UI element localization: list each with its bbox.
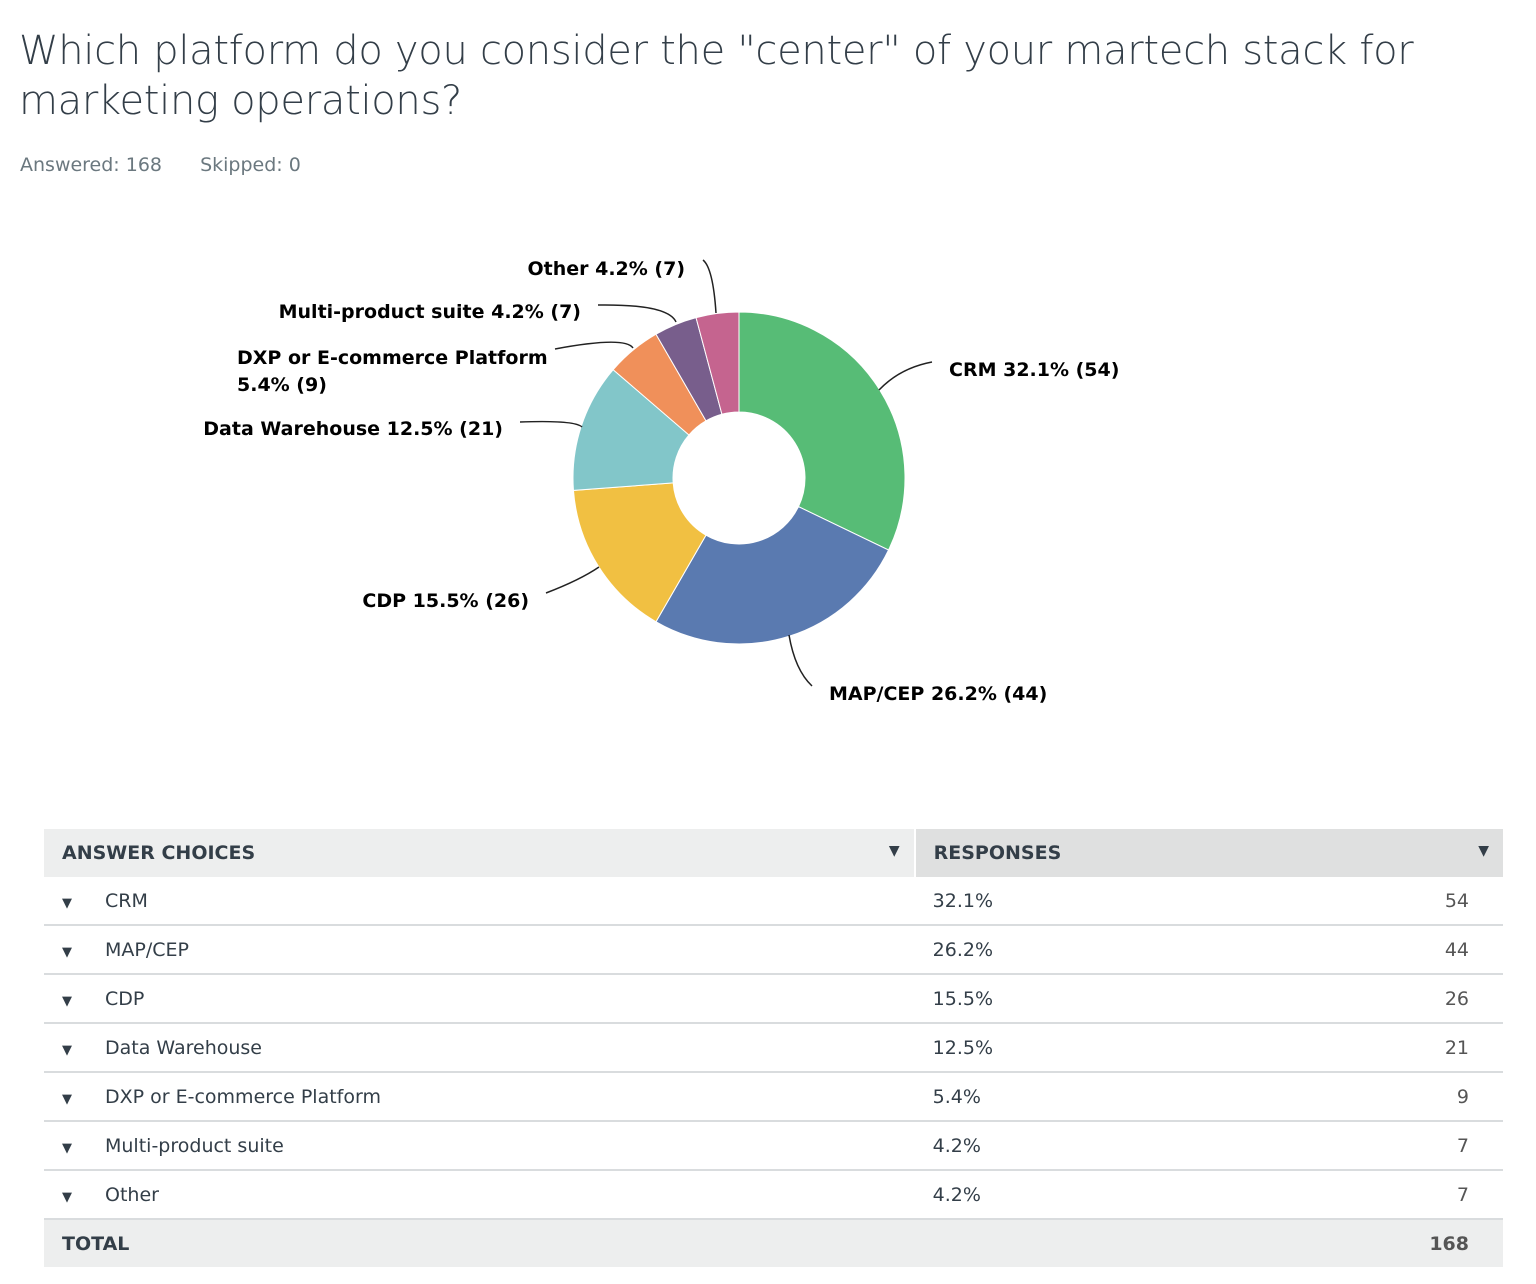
response-count: 7 [1312,1170,1503,1220]
answer-choice: Multi-product suite [105,1134,284,1157]
question-title: Which platform do you consider the "cent… [19,28,1414,124]
response-count: 9 [1312,1072,1503,1122]
slice-cdp[interactable] [572,482,707,623]
answer-choices-header[interactable]: ANSWER CHOICES ▼ [44,829,915,877]
expand-caret-icon[interactable]: ▼ [62,1140,72,1156]
slice-crm[interactable] [738,311,906,551]
leader-line [788,634,813,687]
slice-label: Data Warehouse 12.5% (21) [203,418,503,440]
responses-table: ANSWER CHOICES ▼ RESPONSES ▼ ▼ CRM 32.1% 54… [44,829,1503,1267]
response-count: 54 [1312,877,1503,926]
slice-map-cep[interactable] [655,505,890,645]
answer-choice: Other [105,1183,159,1206]
response-percent: 12.5% [914,1023,1313,1073]
skipped-count: Skipped: 0 [200,154,301,176]
slice-label: DXP or E-commerce Platform [237,347,548,369]
table-row: ▼ Data Warehouse 12.5% 21 [44,1023,1503,1073]
slice-label: CRM 32.1% (54) [949,359,1119,381]
expand-caret-icon[interactable]: ▼ [62,1189,72,1205]
expand-caret-icon[interactable]: ▼ [62,1042,72,1058]
expand-caret-icon[interactable]: ▼ [62,1091,72,1107]
slice-label: Other 4.2% (7) [527,258,685,280]
slice-label: 5.4% (9) [237,374,327,396]
total-label: TOTAL [44,1219,915,1267]
response-percent: 5.4% [914,1072,1313,1122]
response-percent: 4.2% [914,1170,1313,1220]
response-percent: 4.2% [914,1121,1313,1171]
sort-caret-icon[interactable]: ▼ [1478,843,1489,859]
expand-caret-icon[interactable]: ▼ [62,944,72,960]
response-count: 44 [1312,925,1503,975]
leader-line [519,420,583,428]
answer-choice: DXP or E-commerce Platform [105,1085,381,1108]
table-row: ▼ Multi-product suite 4.2% 7 [44,1121,1503,1171]
table-row: ▼ DXP or E-commerce Platform 5.4% 9 [44,1072,1503,1122]
leader-line [702,259,717,314]
expand-caret-icon[interactable]: ▼ [62,895,72,911]
response-percent: 26.2% [914,925,1313,975]
slice-other[interactable] [695,311,740,415]
answer-choice: MAP/CEP [105,938,189,961]
answer-choice: CRM [105,889,148,912]
slice-label: CDP 15.5% (26) [362,590,529,612]
response-percent: 15.5% [914,974,1313,1024]
table-row: ▼ Other 4.2% 7 [44,1170,1503,1220]
leader-line [554,341,634,350]
slice-label: MAP/CEP 26.2% (44) [829,683,1047,705]
leader-line [597,304,677,323]
slice-data-warehouse[interactable] [572,369,690,491]
response-count: 26 [1312,974,1503,1024]
slice-label: Multi-product suite 4.2% (7) [279,301,581,323]
table-row: ▼ CRM 32.1% 54 [44,877,1503,926]
leader-line [545,566,600,594]
sort-caret-icon[interactable]: ▼ [888,843,900,859]
total-row: TOTAL 168 [44,1219,1503,1267]
table-row: ▼ CDP 15.5% 26 [44,974,1503,1024]
response-count: 21 [1312,1023,1503,1073]
leader-line [878,361,933,391]
table-row: ▼ MAP/CEP 26.2% 44 [44,925,1503,975]
answer-choice: Data Warehouse [105,1036,263,1059]
response-stats: Answered: 168 Skipped: 0 [20,154,333,176]
answer-choice: CDP [105,987,145,1010]
response-percent: 32.1% [914,877,1313,926]
donut-chart: CRM 32.1% (54) MAP/CEP 26.2% (44) CDP 15.5… [203,258,1119,705]
answered-count: Answered: 168 [20,154,163,176]
responses-header[interactable]: RESPONSES ▼ [913,829,1503,877]
expand-caret-icon[interactable]: ▼ [62,993,72,1009]
total-count: 168 [1312,1219,1503,1267]
response-count: 7 [1312,1121,1503,1171]
